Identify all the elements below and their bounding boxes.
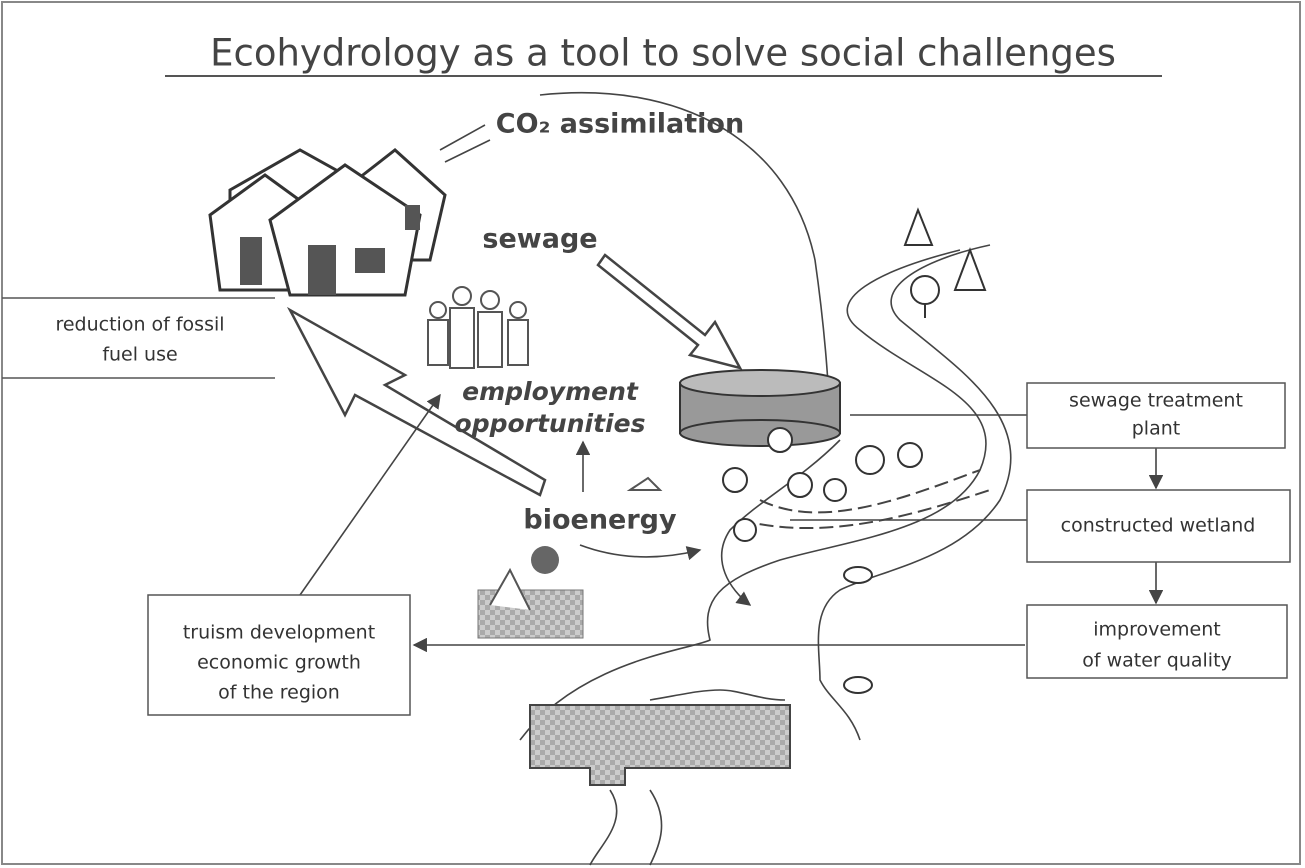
tourism-text: truism development xyxy=(183,622,375,644)
employment-label: opportunities xyxy=(455,409,646,438)
water-text: improvement xyxy=(1093,619,1221,641)
treatment-tank xyxy=(680,370,840,446)
fossil-text: reduction of fossil xyxy=(55,314,224,336)
employment-label: employment xyxy=(462,377,639,406)
bioenergy-flow xyxy=(580,545,700,557)
river xyxy=(520,245,1011,740)
wetland-text: constructed wetland xyxy=(1061,515,1256,537)
diagram: Ecohydrology as a tool to solve social c… xyxy=(0,0,1305,868)
houses xyxy=(210,150,445,295)
water-text: of water quality xyxy=(1082,650,1232,672)
tourism-text: economic growth xyxy=(197,652,361,674)
fossil-text: fuel use xyxy=(102,344,177,366)
arrow xyxy=(300,395,440,595)
tourism-text: of the region xyxy=(218,682,340,704)
bioenergy-label: bioenergy xyxy=(523,505,677,536)
sewage-arrow xyxy=(598,255,740,368)
treatment-text: plant xyxy=(1132,418,1180,440)
people xyxy=(428,287,528,368)
treatment-text: sewage treatment xyxy=(1069,390,1243,412)
co2-label: CO₂ assimilation xyxy=(496,109,744,140)
bioenergy-plant xyxy=(478,478,660,638)
title: Ecohydrology as a tool to solve social c… xyxy=(210,32,1116,75)
sewage-label: sewage xyxy=(482,224,597,255)
trees xyxy=(723,210,985,693)
co2-emission-arrow xyxy=(440,125,490,162)
lake xyxy=(530,690,790,865)
